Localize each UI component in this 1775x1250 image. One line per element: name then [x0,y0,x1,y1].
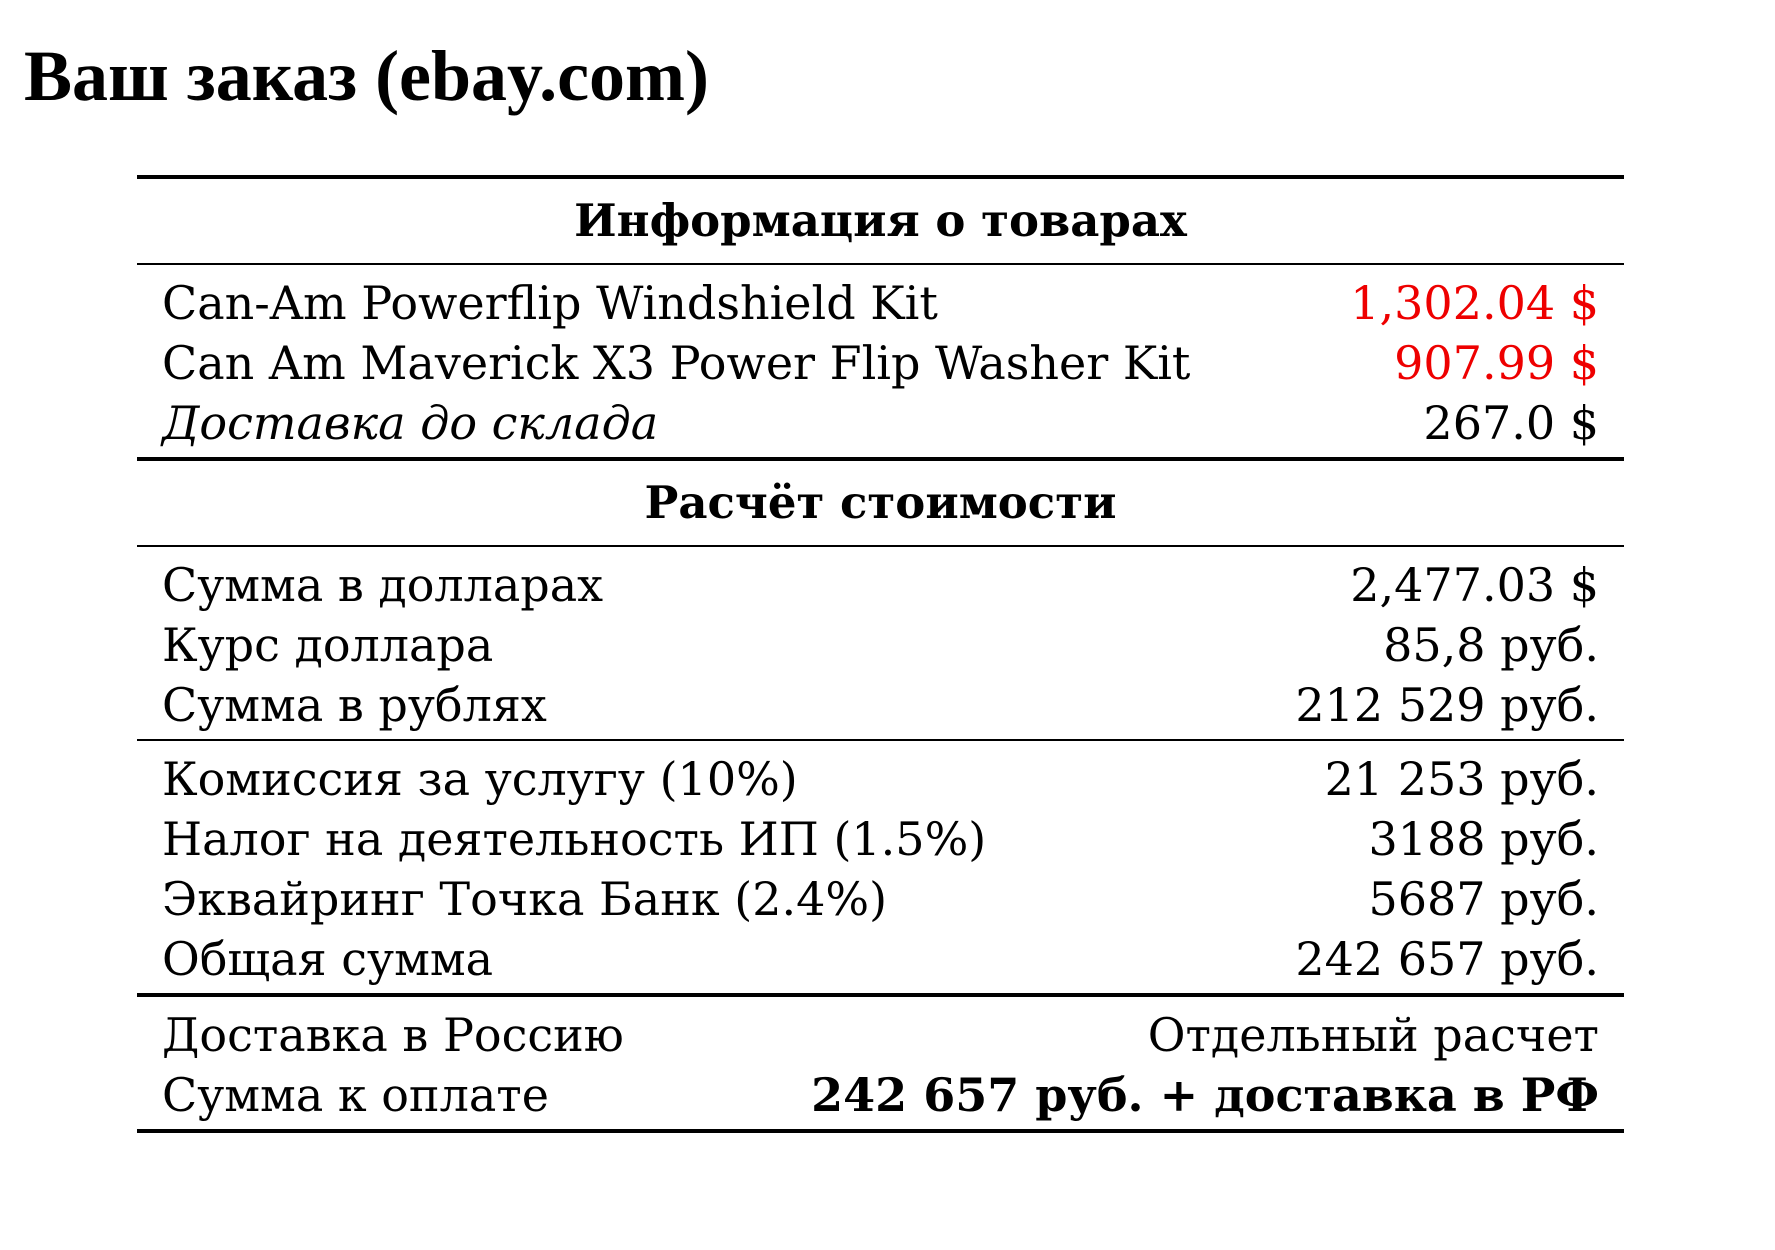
row-label: Налог на деятельность ИП (1.5%) [162,812,987,866]
products-bottom-rule [137,457,1624,461]
russia-shipping-row: Доставка в Россию Отдельный расчет [137,1005,1624,1065]
fees-group: Комиссия за услугу (10%) 21 253 руб. Нал… [137,741,1624,993]
product-price: 1,302.04 $ [1350,276,1599,330]
conversion-row: Курс доллара 85,8 руб. [137,615,1624,675]
fees-bottom-rule [137,993,1624,997]
conversion-group: Сумма в долларах 2,477.03 $ Курс доллара… [137,547,1624,739]
fee-row: Налог на деятельность ИП (1.5%) 3188 руб… [137,809,1624,869]
amount-due-value: 242 657 руб. + доставка в РФ [811,1068,1599,1122]
products-section-header: Информация о товарах [574,194,1187,247]
conversion-row: Сумма в долларах 2,477.03 $ [137,555,1624,615]
warehouse-shipping-row: Доставка до склада 267.0 $ [137,393,1624,453]
row-value: 21 253 руб. [1324,752,1599,806]
amount-due-row: Сумма к оплате 242 657 руб. + доставка в… [137,1065,1624,1125]
total-row: Общая сумма 242 657 руб. [137,929,1624,989]
product-price: 907.99 $ [1394,336,1599,390]
row-label: Сумма в долларах [162,558,604,612]
row-label: Эквайринг Точка Банк (2.4%) [162,872,888,926]
warehouse-shipping-value: 267.0 $ [1423,396,1599,450]
row-label: Комиссия за услугу (10%) [162,752,798,806]
row-value: 5687 руб. [1368,872,1599,926]
product-row: Can-Am Powerflip Windshield Kit 1,302.04… [137,273,1624,333]
row-label: Общая сумма [162,932,494,986]
fee-row: Комиссия за услугу (10%) 21 253 руб. [137,749,1624,809]
row-label: Курс доллара [162,618,494,672]
table-top-rule [137,175,1624,179]
product-name: Can Am Maverick X3 Power Flip Washer Kit [162,336,1191,390]
calculation-section-header: Расчёт стоимости [644,476,1117,529]
final-group: Доставка в Россию Отдельный расчет Сумма… [137,997,1624,1129]
fee-row: Эквайринг Точка Банк (2.4%) 5687 руб. [137,869,1624,929]
row-value: Отдельный расчет [1147,1008,1599,1062]
conversion-row: Сумма в рублях 212 529 руб. [137,675,1624,735]
product-name: Can-Am Powerflip Windshield Kit [162,276,938,330]
row-label: Сумма к оплате [162,1068,549,1122]
calculation-header-rule [137,545,1624,547]
row-value: 2,477.03 $ [1350,558,1599,612]
warehouse-shipping-label: Доставка до склада [162,396,659,450]
row-value: 85,8 руб. [1383,618,1599,672]
table-bottom-rule [137,1129,1624,1133]
order-summary-table: Информация о товарах Can-Am Powerflip Wi… [137,175,1624,1133]
product-row: Can Am Maverick X3 Power Flip Washer Kit… [137,333,1624,393]
row-value: 212 529 руб. [1295,678,1599,732]
row-label: Сумма в рублях [162,678,547,732]
conversion-bottom-rule [137,739,1624,741]
page-title: Ваш заказ (ebay.com) [24,36,709,116]
products-header-rule [137,263,1624,265]
row-label: Доставка в Россию [162,1008,624,1062]
row-value: 3188 руб. [1368,812,1599,866]
products-group: Can-Am Powerflip Windshield Kit 1,302.04… [137,265,1624,457]
row-value: 242 657 руб. [1295,932,1599,986]
